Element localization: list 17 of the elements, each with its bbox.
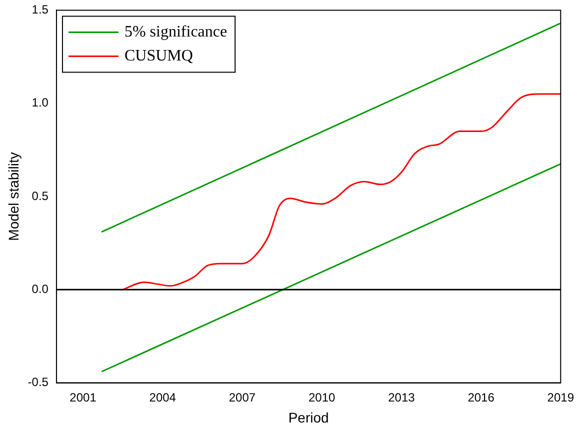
x-tick-label: 2013 — [388, 390, 416, 404]
x-tick-label: 2010 — [308, 390, 336, 404]
x-tick-label: 2019 — [547, 390, 574, 404]
x-tick-label: 2007 — [228, 390, 256, 404]
x-tick-label: 2016 — [468, 390, 495, 404]
y-tick-label: 0.5 — [32, 188, 49, 203]
x-axis-title: Period — [288, 409, 329, 426]
y-axis-title: Model stability — [5, 152, 22, 241]
legend-label: 5% significance — [124, 23, 228, 40]
y-tick-label: -0.5 — [28, 375, 49, 390]
x-tick-label: 2004 — [149, 390, 176, 404]
line-series — [122, 93, 561, 290]
y-tick-label: 1.5 — [32, 2, 49, 17]
legend-label: CUSUMQ — [124, 47, 194, 64]
y-tick-label: 1.0 — [32, 96, 49, 110]
x-tick-label: 2001 — [70, 390, 97, 404]
y-tick-label: 0.0 — [32, 282, 49, 296]
